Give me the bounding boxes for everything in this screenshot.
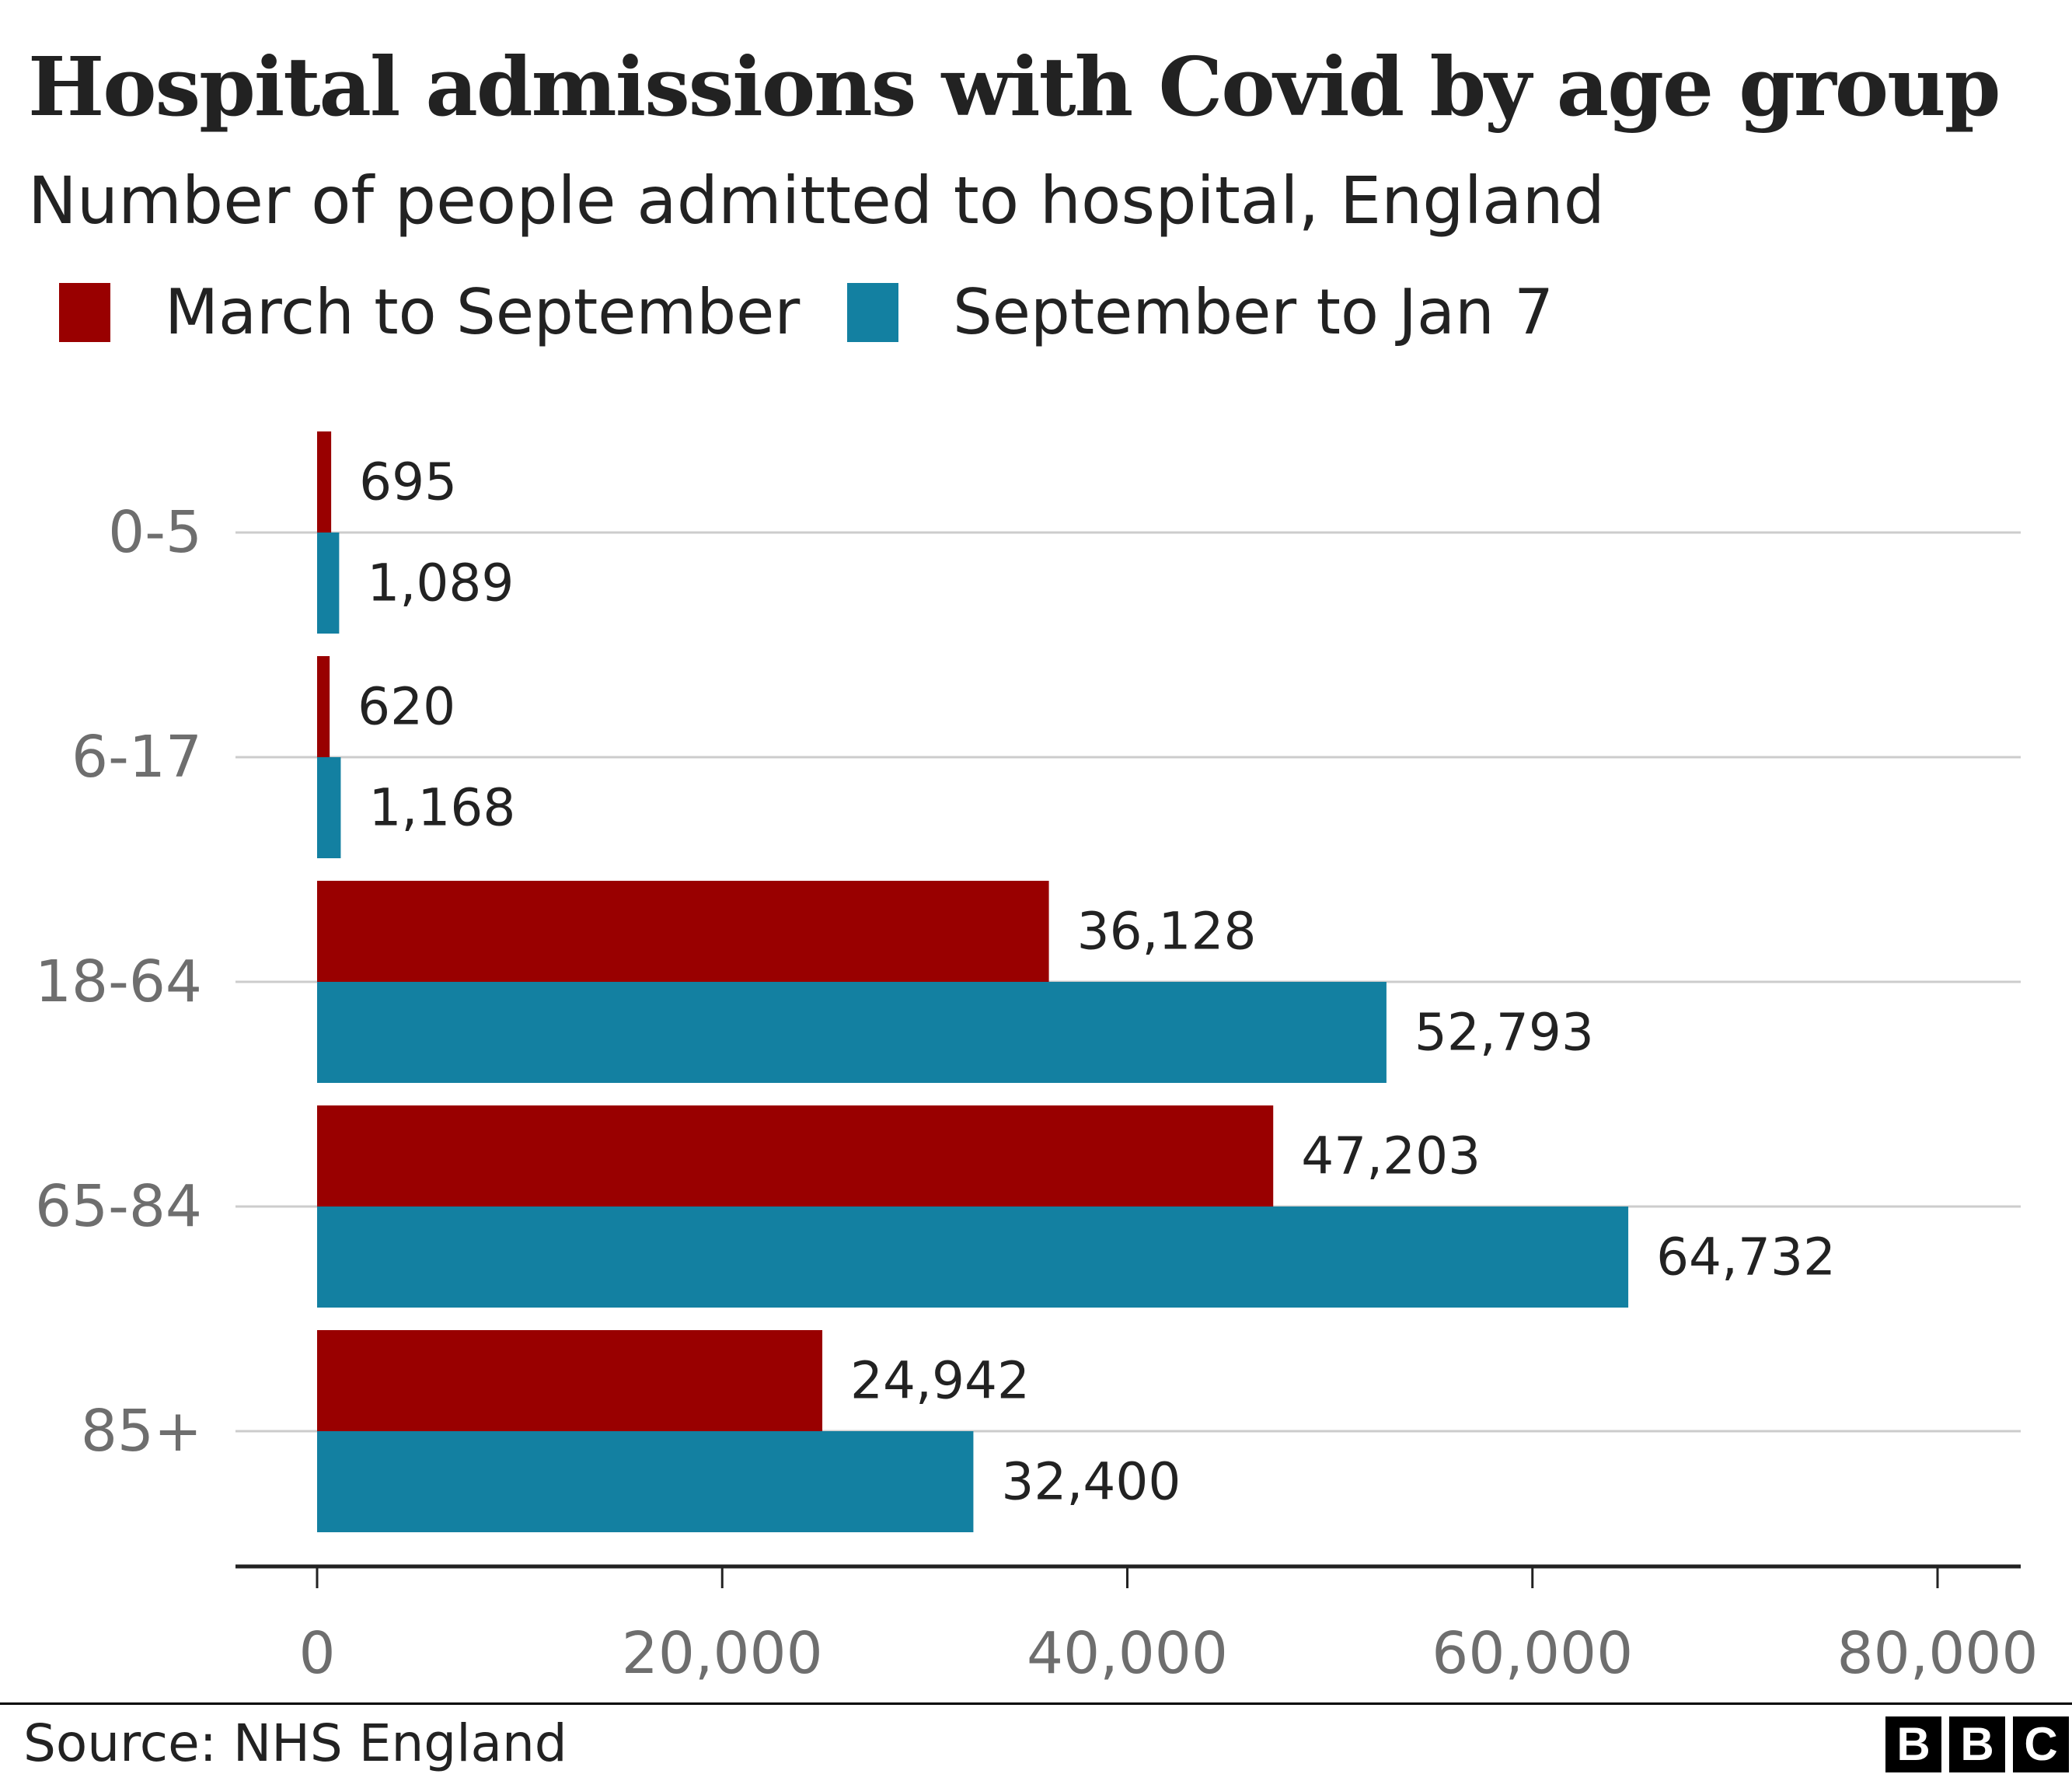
category-label-0-5: 0-5 — [108, 499, 202, 566]
value-label-march-to-september-85: 24,942 — [850, 1351, 1030, 1411]
category-label-65-84: 65-84 — [35, 1173, 202, 1240]
bar-september-to-jan-7-6-17 — [317, 757, 341, 858]
value-label-september-to-jan-7-65-84: 64,732 — [1656, 1227, 1836, 1287]
category-label-85: 85+ — [81, 1398, 202, 1465]
bar-march-to-september-0-5 — [317, 431, 332, 533]
legend-item-march-to-september: March to September — [59, 281, 800, 344]
bar-september-to-jan-7-0-5 — [317, 533, 340, 634]
value-label-september-to-jan-7-0-5: 1,089 — [367, 554, 514, 613]
bar-march-to-september-85 — [317, 1330, 823, 1431]
legend-swatch-september-to-jan-7 — [847, 283, 898, 342]
bar-march-to-september-18-64 — [317, 881, 1049, 982]
bar-september-to-jan-7-18-64 — [317, 982, 1387, 1083]
category-label-18-64: 18-64 — [35, 948, 202, 1015]
legend-item-september-to-jan-7: September to Jan 7 — [847, 281, 1554, 344]
bar-september-to-jan-7-65-84 — [317, 1207, 1629, 1308]
value-label-march-to-september-6-17: 620 — [358, 677, 455, 737]
value-label-march-to-september-18-64: 36,128 — [1077, 902, 1257, 962]
value-label-september-to-jan-7-6-17: 1,168 — [368, 778, 515, 838]
logo-letter-b2: B — [1949, 1716, 2005, 1772]
bar-march-to-september-6-17 — [317, 656, 330, 757]
chart-subtitle: Number of people admitted to hospital, E… — [28, 162, 1606, 239]
legend-label-september-to-jan-7: September to Jan 7 — [953, 276, 1554, 348]
x-tick-label-20000: 20,000 — [622, 1620, 823, 1687]
x-tick-label-60000: 60,000 — [1432, 1620, 1633, 1687]
legend-swatch-march-to-september — [59, 283, 110, 342]
bar-september-to-jan-7-85 — [317, 1431, 974, 1532]
value-label-march-to-september-0-5: 695 — [359, 452, 457, 512]
bbc-logo: B B C — [1885, 1716, 2069, 1772]
category-label-6-17: 6-17 — [72, 724, 202, 791]
logo-letter-b1: B — [1885, 1716, 1941, 1772]
chart-title: Hospital admissions with Covid by age gr… — [28, 39, 2000, 134]
value-label-september-to-jan-7-18-64: 52,793 — [1414, 1003, 1594, 1063]
x-tick-label-0: 0 — [298, 1620, 335, 1687]
source-note: Source: NHS England — [23, 1713, 567, 1773]
bar-march-to-september-65-84 — [317, 1105, 1274, 1207]
value-label-september-to-jan-7-85: 32,400 — [1001, 1452, 1181, 1512]
logo-letter-c: C — [2013, 1716, 2069, 1772]
x-tick-label-80000: 80,000 — [1837, 1620, 2039, 1687]
legend-label-march-to-september: March to September — [165, 276, 801, 348]
chart-plot: 0-5 6-17 18-64 65-84 85+ 695 620 36,128 47,203 24… — [35, 431, 2039, 1687]
x-tick-label-40000: 40,000 — [1027, 1620, 1228, 1687]
footer-divider — [0, 1702, 2072, 1705]
value-label-march-to-september-65-84: 47,203 — [1301, 1126, 1481, 1186]
